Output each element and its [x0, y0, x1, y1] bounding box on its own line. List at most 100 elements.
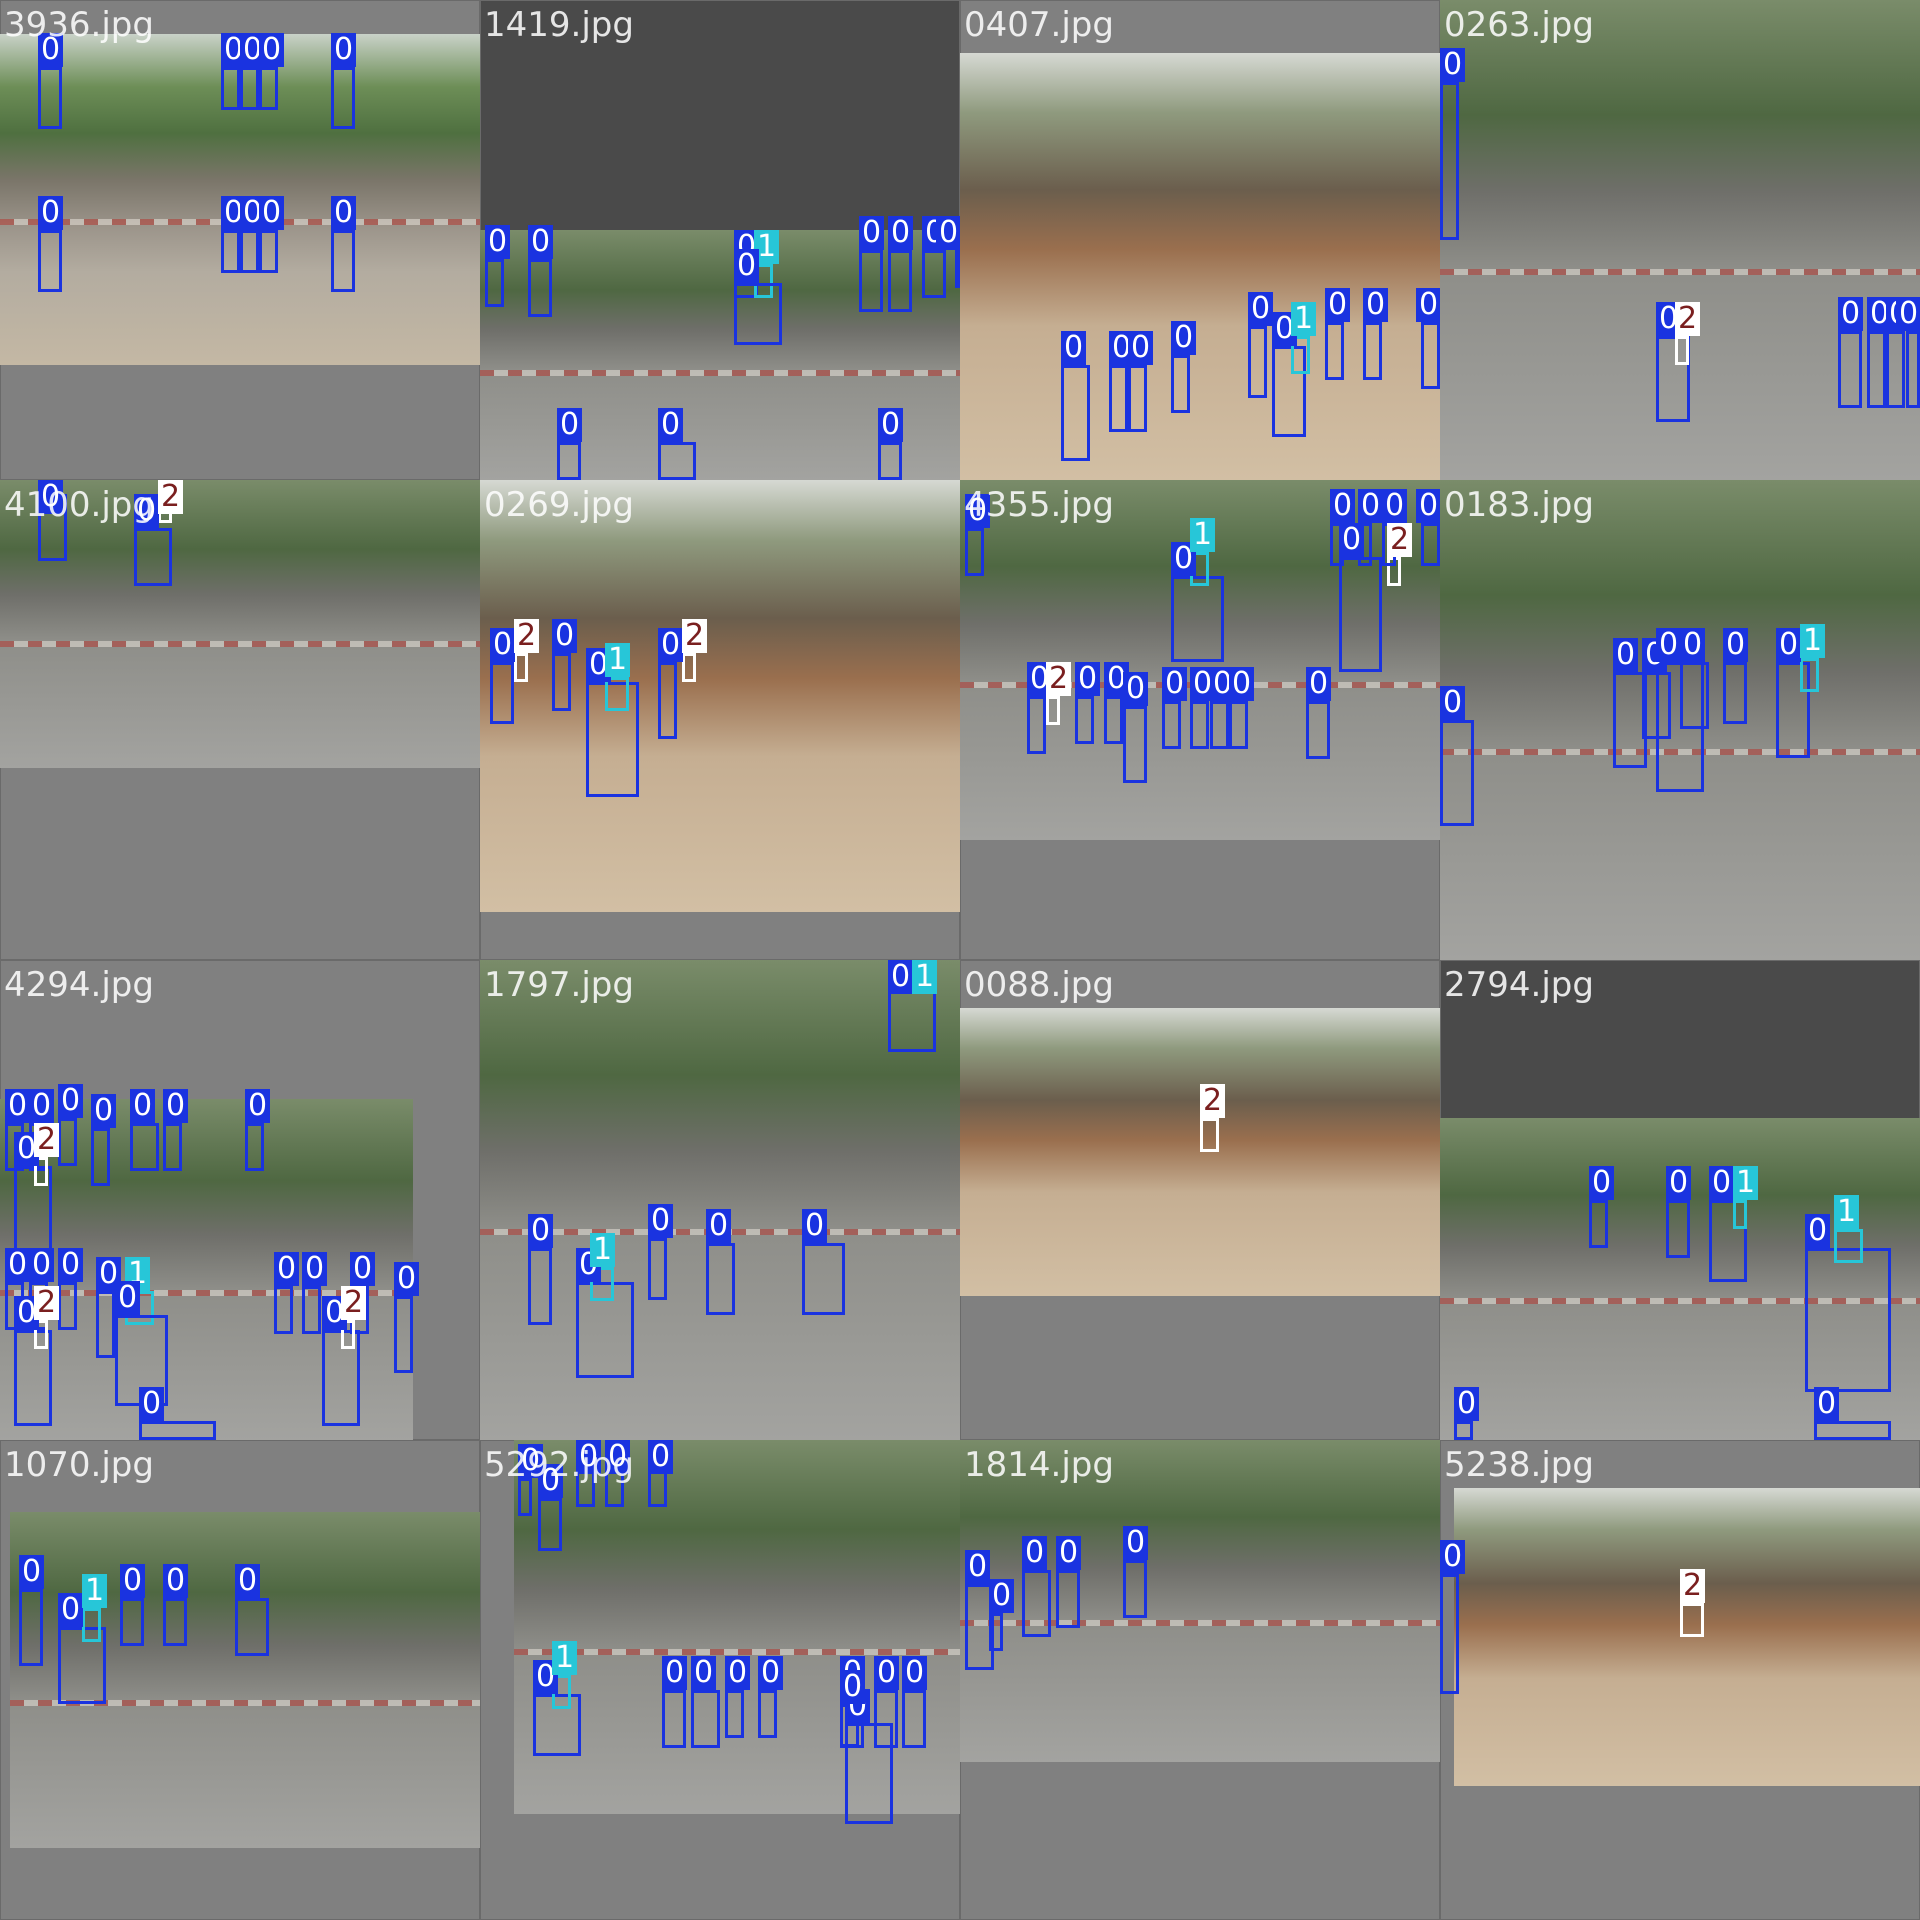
detection-label: 0: [1382, 489, 1408, 523]
tile-filename: 0407.jpg: [964, 5, 1114, 45]
detection-box: [528, 1248, 552, 1325]
detection-label: 0: [734, 249, 760, 283]
detection-box: [221, 67, 240, 110]
detection-label: 0: [139, 1387, 165, 1421]
detection-box: [1834, 1229, 1863, 1263]
image-tile: 0 2 5238.jpg: [1440, 1440, 1920, 1920]
image-tile: 0 0 0 0 2 0 0 0 0 0 0 0 0 2 0 1 0 0 0 0 0 2 0 0 4294.jpg: [0, 960, 480, 1440]
image-tile: 0 0 1 0 2 0 0 0 0 0 2 0 0 0 0 0 0 0 0 4355.jpg: [960, 480, 1440, 960]
detection-label: 0: [648, 1440, 674, 1474]
detection-box: [922, 250, 946, 298]
image-tile: 0 0 0 0 0 0 1 0 0 0 0407.jpg: [960, 0, 1440, 480]
detection-box: [19, 1589, 43, 1666]
tile-filename: 4294.jpg: [4, 965, 154, 1005]
detection-box: [1190, 701, 1209, 749]
detection-box: [120, 1598, 144, 1646]
detection-label: 0: [115, 1281, 141, 1315]
detection-box: [1128, 365, 1147, 432]
detection-label: 0: [1454, 1387, 1480, 1421]
detection-label: 2: [34, 1286, 60, 1320]
image-tile: 2 0088.jpg: [960, 960, 1440, 1440]
photo-region: [1454, 1488, 1920, 1786]
detection-label: 0: [1162, 667, 1188, 701]
detection-label: 0: [965, 1550, 991, 1584]
detection-box: [576, 1469, 595, 1507]
detection-box: [1906, 331, 1920, 408]
photo-region: [480, 960, 960, 1440]
detection-label: 0: [245, 1089, 271, 1123]
detection-box: [528, 259, 552, 317]
detection-box: [96, 1291, 115, 1358]
image-tile: 0 0 0 0 0 0 0 0 0 0 3936.jpg: [0, 0, 480, 480]
detection-label: 0: [235, 1564, 261, 1598]
detection-label: 0: [802, 1209, 828, 1243]
tile-filename: 2794.jpg: [1444, 965, 1594, 1005]
detection-box: [1123, 706, 1147, 783]
detection-box: [590, 1267, 614, 1301]
detection-box: [139, 1421, 216, 1440]
detection-label: 0: [1358, 489, 1384, 523]
detection-box: [1306, 701, 1330, 759]
detection-label: 0: [5, 1248, 31, 1282]
detection-label: 0: [331, 33, 357, 67]
detection-label: 0: [874, 1656, 900, 1690]
detection-box: [1027, 696, 1046, 754]
detection-label: 0: [528, 225, 554, 259]
detection-label: 1: [912, 960, 938, 994]
detection-box: [989, 1613, 1003, 1651]
detection-box: [1723, 662, 1747, 724]
detection-box: [1867, 331, 1886, 408]
detection-label: 0: [58, 1593, 84, 1627]
detection-label: 2: [682, 619, 708, 653]
detection-label: 0: [1416, 288, 1440, 322]
detection-box: [965, 1584, 994, 1670]
detection-label: 0: [576, 1440, 602, 1474]
detection-box: [91, 1128, 110, 1186]
detection-label: 0: [1896, 297, 1920, 331]
detection-box: [662, 1690, 686, 1748]
detection-label: 0: [1248, 292, 1274, 326]
detection-box: [1109, 365, 1128, 432]
detection-box: [682, 653, 696, 682]
photo-region: [514, 1440, 960, 1814]
detection-label: 0: [989, 1579, 1015, 1613]
detection-label: 2: [34, 1123, 60, 1157]
detection-box: [888, 250, 912, 312]
detection-label: 0: [936, 216, 960, 250]
detection-box: [245, 1123, 264, 1171]
detection-box: [1838, 331, 1862, 408]
detection-label: 0: [1440, 686, 1466, 720]
detection-box: [1675, 336, 1689, 365]
detection-box: [240, 67, 259, 110]
detection-box: [1171, 355, 1190, 413]
detection-label: 0: [1325, 288, 1351, 322]
detection-label: 0: [130, 1089, 156, 1123]
detection-label: 0: [29, 1089, 55, 1123]
detection-box: [1325, 322, 1344, 380]
detection-box: [1171, 576, 1224, 662]
detection-label: 0: [394, 1262, 420, 1296]
detection-label: 0: [1123, 1526, 1149, 1560]
detection-box: [576, 1282, 634, 1378]
detection-box: [38, 67, 62, 129]
image-tile: 0 0 0 0 0 0 0 1 0183.jpg: [1440, 480, 1920, 960]
detection-box: [14, 1330, 52, 1426]
detection-label: 1: [552, 1641, 578, 1675]
detection-label: 1: [605, 643, 631, 677]
detection-box: [1104, 696, 1123, 744]
detection-label: 2: [1680, 1569, 1706, 1603]
detection-box: [1421, 322, 1440, 389]
detection-box: [259, 67, 278, 110]
detection-box: [965, 528, 984, 576]
photo-region: [960, 1440, 1440, 1762]
detection-box: [1656, 336, 1690, 422]
detection-label: 0: [552, 619, 578, 653]
detection-label: 0: [302, 1252, 328, 1286]
detection-label: 2: [158, 480, 184, 514]
detection-label: 0: [5, 1089, 31, 1123]
detection-box: [341, 1320, 355, 1349]
detection-label: 0: [1723, 628, 1749, 662]
detection-box: [1800, 658, 1819, 692]
detection-box: [235, 1598, 269, 1656]
detection-box: [1733, 1200, 1747, 1229]
